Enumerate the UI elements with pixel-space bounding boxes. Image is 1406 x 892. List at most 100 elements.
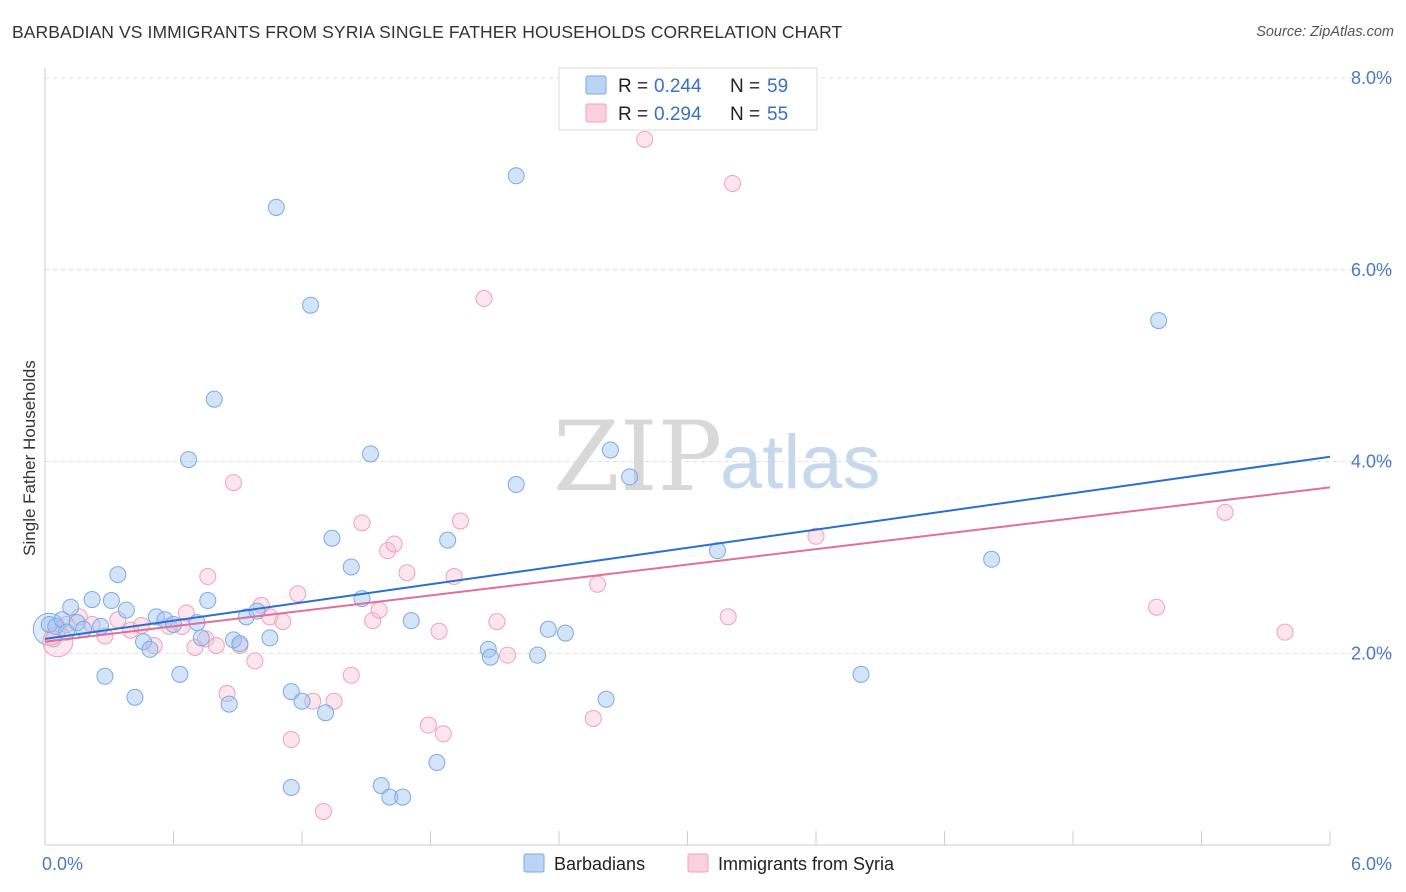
barbadian-point bbox=[852, 665, 870, 683]
barbadian-point bbox=[402, 612, 420, 630]
barbadian-point bbox=[362, 445, 380, 463]
barbadian-point bbox=[171, 665, 189, 683]
legend-swatch-barbadians bbox=[585, 75, 607, 95]
syria-point bbox=[499, 646, 517, 664]
syria-point bbox=[246, 652, 264, 670]
barbadian-point bbox=[109, 566, 127, 584]
legend-swatch-syria bbox=[585, 103, 607, 123]
syria-point bbox=[1276, 623, 1294, 641]
chart-title: BARBADIAN VS IMMIGRANTS FROM SYRIA SINGL… bbox=[12, 22, 843, 42]
y-tick-label: 6.0% bbox=[1351, 260, 1392, 280]
syria-point bbox=[488, 613, 506, 631]
barbadian-point bbox=[983, 550, 1001, 568]
barbadian-point bbox=[83, 591, 101, 609]
barbadian-point bbox=[261, 629, 279, 647]
syria-point bbox=[177, 604, 195, 622]
syria-point bbox=[207, 637, 225, 655]
legend-n-label: N = bbox=[730, 104, 760, 125]
syria-point bbox=[398, 564, 416, 582]
syria-point bbox=[451, 512, 469, 530]
barbadian-point bbox=[394, 788, 412, 806]
syria-point bbox=[723, 174, 741, 192]
barbadian-point bbox=[68, 614, 86, 632]
syria-point bbox=[199, 568, 217, 586]
syria-point bbox=[342, 666, 360, 684]
syria-point bbox=[419, 716, 437, 734]
barbadian-point bbox=[621, 468, 639, 486]
source-label: Source: ZipAtlas.com bbox=[1256, 24, 1394, 40]
barbadian-point bbox=[1150, 312, 1168, 330]
syria-point bbox=[353, 514, 371, 532]
bottom-legend-barbadians: Barbadians bbox=[554, 854, 645, 874]
legend-r-value: 0.244 bbox=[654, 76, 702, 97]
watermark: ZIP atlas bbox=[553, 401, 881, 513]
barbadian-point bbox=[529, 646, 547, 664]
barbadian-point bbox=[231, 635, 249, 653]
barbadian-point bbox=[179, 451, 197, 469]
barbadian-point bbox=[220, 695, 238, 713]
y-tick-label: 4.0% bbox=[1351, 452, 1392, 472]
barbadian-point bbox=[117, 601, 135, 619]
barbadian-point bbox=[323, 529, 341, 547]
barbadian-point bbox=[439, 531, 457, 549]
barbadian-point bbox=[381, 788, 399, 806]
syria-point bbox=[379, 542, 397, 560]
barbadian-point bbox=[293, 692, 311, 710]
barbadian-point bbox=[539, 620, 557, 638]
syria-point bbox=[218, 685, 236, 703]
x-tick-label: 0.0% bbox=[42, 854, 83, 874]
barbadian-point bbox=[601, 441, 619, 459]
bottom-legend-swatch-barbadians bbox=[523, 853, 545, 873]
barbadian-point bbox=[507, 476, 525, 494]
barbadian-point bbox=[597, 690, 615, 708]
syria-trend-line bbox=[44, 486, 1331, 643]
barbadian-point bbox=[317, 704, 335, 722]
barbadian-point bbox=[481, 648, 499, 666]
barbadian-point bbox=[342, 558, 360, 576]
syria-point bbox=[314, 802, 332, 820]
x-tick-label: 6.0% bbox=[1351, 854, 1392, 874]
syria-point bbox=[282, 731, 300, 749]
legend-n-value: 59 bbox=[767, 76, 788, 97]
barbadian-point bbox=[96, 667, 114, 685]
barbadian-point bbox=[62, 598, 80, 616]
syria-point bbox=[807, 527, 825, 545]
syria-point bbox=[475, 290, 493, 308]
y-tick-label: 2.0% bbox=[1351, 643, 1392, 663]
legend-n-label: N = bbox=[730, 76, 760, 97]
y-tick-label: 8.0% bbox=[1351, 68, 1392, 88]
barbadian-point bbox=[141, 640, 159, 658]
barbadian-point bbox=[192, 629, 210, 647]
legend-r-label: R = bbox=[618, 104, 648, 125]
barbadian-point bbox=[556, 624, 574, 642]
axes bbox=[44, 68, 1331, 846]
barbadian-point bbox=[302, 296, 320, 314]
syria-point bbox=[364, 612, 382, 630]
trend-lines bbox=[44, 455, 1331, 643]
barbadian-point bbox=[199, 592, 217, 610]
syria-point bbox=[224, 474, 242, 492]
barbadian-point bbox=[47, 617, 65, 635]
bottom-legend: Barbadians Immigrants from Syria bbox=[523, 853, 895, 874]
barbadian-point bbox=[372, 777, 390, 795]
gridlines bbox=[45, 77, 1392, 654]
syria-point bbox=[589, 575, 607, 593]
barbadian-point bbox=[428, 754, 446, 772]
barbadian-point bbox=[267, 198, 285, 216]
barbadian-point bbox=[126, 688, 144, 706]
watermark-atlas: atlas bbox=[720, 420, 881, 505]
barbadian-point bbox=[102, 592, 120, 610]
barbadian-point bbox=[40, 615, 58, 633]
syria-point bbox=[434, 725, 452, 743]
barbadian-point bbox=[205, 390, 223, 408]
bottom-legend-syria: Immigrants from Syria bbox=[718, 854, 895, 874]
legend-n-value: 55 bbox=[767, 104, 788, 125]
syria-point bbox=[274, 613, 292, 631]
legend-r-value: 0.294 bbox=[654, 104, 702, 125]
syria-point bbox=[289, 585, 307, 603]
syria-point bbox=[636, 130, 654, 148]
syria-point bbox=[325, 692, 343, 710]
barbadian-point bbox=[282, 778, 300, 796]
syria-point bbox=[385, 535, 403, 553]
